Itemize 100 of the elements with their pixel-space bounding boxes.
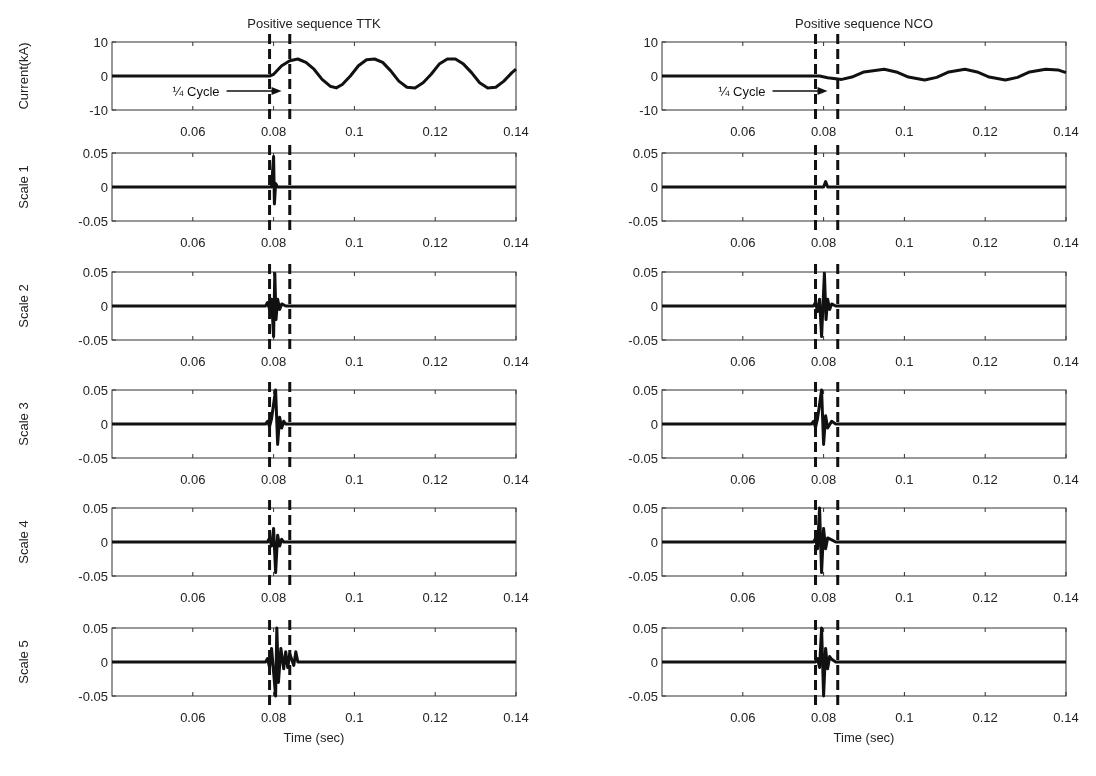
x-tick-label: 0.1 <box>895 710 914 725</box>
y-tick-label: 0 <box>100 180 108 195</box>
x-tick-label: 0.1 <box>895 590 914 605</box>
y-tick-label: 0 <box>650 417 658 432</box>
y-tick-label: 10 <box>93 35 108 50</box>
x-tick-label: 0.14 <box>503 124 529 139</box>
x-tick-label: 0.12 <box>972 590 998 605</box>
x-tick-label: 0.12 <box>422 235 448 250</box>
y-tick-label: 0.05 <box>632 265 658 280</box>
y-tick-label: 0.05 <box>82 501 108 516</box>
x-tick-label: 0.14 <box>503 590 529 605</box>
x-tick-label: 0.12 <box>972 710 998 725</box>
x-tick-label: 0.14 <box>503 472 529 487</box>
y-tick-label: 0.05 <box>82 383 108 398</box>
x-tick-label: 0.1 <box>345 354 364 369</box>
y-tick-label: -0.05 <box>628 333 658 348</box>
annotation: ¼ Cycle <box>172 83 220 99</box>
x-tick-label: 0.14 <box>1053 235 1079 250</box>
x-tick-label: 0.1 <box>895 124 914 139</box>
x-tick-label: 0.08 <box>260 235 287 250</box>
x-tick-label: 0.1 <box>345 710 364 725</box>
x-tick-label: 0.08 <box>810 124 837 139</box>
x-axis-title: Time (sec) <box>833 730 895 745</box>
y-tick-label: -0.05 <box>78 569 108 584</box>
y-tick-label: -0.05 <box>628 689 658 704</box>
x-tick-label: 0.1 <box>895 235 914 250</box>
x-tick-label: 0.14 <box>503 710 529 725</box>
x-tick-label: 0.08 <box>260 710 287 725</box>
x-tick-label: 0.06 <box>180 235 206 250</box>
y-tick-label: -0.05 <box>78 451 108 466</box>
x-tick-label: 0.06 <box>730 710 756 725</box>
y-tick-label: -0.05 <box>78 689 108 704</box>
x-tick-label: 0.14 <box>1053 710 1079 725</box>
y-tick-label: 0 <box>650 180 658 195</box>
x-tick-label: 0.06 <box>730 354 756 369</box>
x-tick-label: 0.1 <box>895 472 914 487</box>
x-tick-label: 0.08 <box>810 472 837 487</box>
x-tick-label: 0.08 <box>260 124 287 139</box>
y-tick-label: 0.05 <box>82 621 108 636</box>
y-tick-label: 0 <box>100 655 108 670</box>
annotation: ¼ Cycle <box>718 83 766 99</box>
x-tick-label: 0.06 <box>730 124 756 139</box>
y-tick-label: 0.05 <box>632 383 658 398</box>
y-axis-title: Scale 5 <box>16 640 31 684</box>
x-tick-label: 0.14 <box>1053 124 1079 139</box>
y-tick-label: 0.05 <box>632 146 658 161</box>
y-tick-label: 0 <box>650 535 658 550</box>
x-tick-label: 0.08 <box>810 710 837 725</box>
x-tick-label: 0.14 <box>1053 590 1079 605</box>
x-tick-label: 0.1 <box>345 235 364 250</box>
x-tick-label: 0.12 <box>422 124 448 139</box>
y-tick-label: -10 <box>89 103 108 118</box>
x-tick-label: 0.08 <box>260 590 287 605</box>
x-tick-label: 0.06 <box>180 124 206 139</box>
y-tick-label: 0.05 <box>632 501 658 516</box>
x-tick-label: 0.14 <box>1053 472 1079 487</box>
x-tick-label: 0.14 <box>503 354 529 369</box>
x-tick-label: 0.1 <box>895 354 914 369</box>
x-tick-label: 0.12 <box>972 472 998 487</box>
y-tick-label: 0 <box>100 417 108 432</box>
y-tick-label: 0.05 <box>82 146 108 161</box>
x-tick-label: 0.06 <box>180 472 206 487</box>
y-tick-label: 0 <box>100 299 108 314</box>
y-tick-label: -0.05 <box>78 333 108 348</box>
y-tick-label: -0.05 <box>78 214 108 229</box>
x-tick-label: 0.12 <box>972 124 998 139</box>
y-tick-label: 0.05 <box>632 621 658 636</box>
y-tick-label: 0 <box>100 69 108 84</box>
x-tick-label: 0.06 <box>730 235 756 250</box>
x-tick-label: 0.1 <box>345 472 364 487</box>
y-tick-label: -0.05 <box>628 214 658 229</box>
x-tick-label: 0.12 <box>422 710 448 725</box>
y-tick-label: 0 <box>650 69 658 84</box>
x-axis-title: Time (sec) <box>283 730 345 745</box>
y-axis-title: Scale 3 <box>16 402 31 446</box>
y-axis-title: Scale 2 <box>16 284 31 328</box>
y-tick-label: -0.05 <box>628 451 658 466</box>
x-tick-label: 0.14 <box>503 235 529 250</box>
x-tick-label: 0.06 <box>730 472 756 487</box>
y-tick-label: -0.05 <box>628 569 658 584</box>
x-tick-label: 0.08 <box>260 354 287 369</box>
y-axis-title: Current(kA) <box>16 42 31 110</box>
x-tick-label: 0.12 <box>422 354 448 369</box>
chart-title: Positive sequence NCO <box>794 16 934 31</box>
y-tick-label: 0 <box>650 299 658 314</box>
x-tick-label: 0.12 <box>972 354 998 369</box>
x-tick-label: 0.1 <box>345 590 364 605</box>
y-tick-label: -10 <box>639 103 658 118</box>
y-tick-label: 0 <box>650 655 658 670</box>
x-tick-label: 0.12 <box>422 472 448 487</box>
y-axis-title: Scale 1 <box>16 165 31 209</box>
x-tick-label: 0.08 <box>260 472 287 487</box>
x-tick-label: 0.08 <box>810 590 837 605</box>
chart-title: Positive sequence TTK <box>247 16 382 31</box>
x-tick-label: 0.12 <box>972 235 998 250</box>
x-tick-label: 0.06 <box>180 710 206 725</box>
y-tick-label: 0 <box>100 535 108 550</box>
x-tick-label: 0.06 <box>180 590 206 605</box>
x-tick-label: 0.12 <box>422 590 448 605</box>
x-tick-label: 0.08 <box>810 354 837 369</box>
